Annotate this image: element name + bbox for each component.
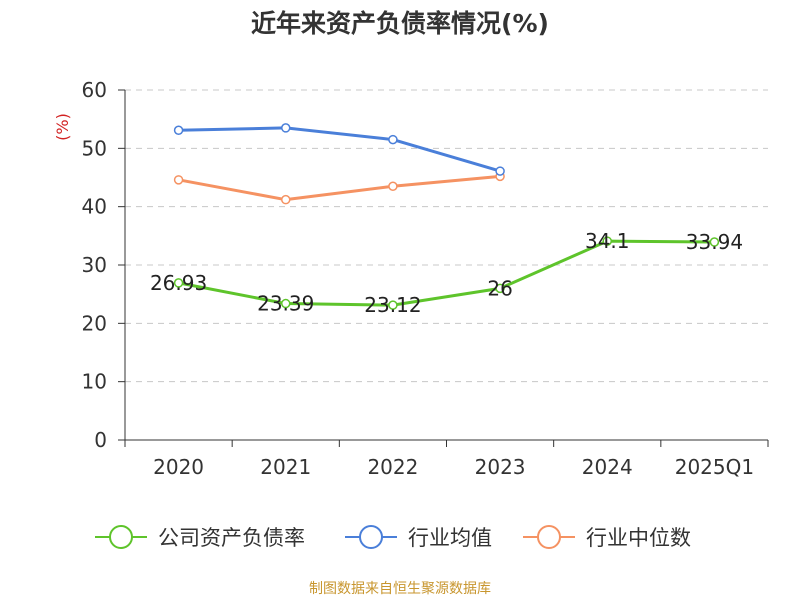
data-point	[173, 125, 184, 135]
x-tick-label: 2025Q1	[675, 455, 754, 479]
data-point	[602, 236, 612, 246]
legend: 公司资产负债率 行业均值 行业中位数	[95, 525, 691, 550]
legend-marker	[537, 525, 561, 549]
chart-title: 近年来资产负债率情况(%)	[251, 9, 549, 38]
y-tick-label: 10	[82, 370, 107, 394]
data-labels: 26.93 23.39 23.12 26 34.1 33.94	[150, 229, 743, 317]
y-axis-unit: (%)	[53, 113, 72, 141]
legend-marker	[109, 525, 133, 549]
data-point	[495, 166, 505, 176]
y-tick-label: 60	[82, 78, 107, 102]
data-point	[281, 298, 291, 309]
data-point	[281, 194, 291, 205]
data-label: 34.1	[585, 229, 630, 253]
data-point	[173, 175, 184, 185]
data-point	[173, 278, 184, 288]
axes: 0 10 20 30 40 50 60 2020 2021 2022 2023 2024 2025Q1 (…	[53, 78, 769, 479]
legend-item: 行业中位数	[523, 525, 691, 550]
series-0	[173, 236, 720, 310]
x-tick-label: 2023	[475, 455, 526, 479]
legend-item: 公司资产负债率	[95, 525, 305, 550]
y-tick-label: 0	[94, 428, 107, 452]
y-tick-label: 40	[82, 195, 107, 219]
series-line	[178, 174, 501, 202]
x-tick-label: 2020	[153, 455, 204, 479]
legend-label: 公司资产负债率	[158, 526, 305, 550]
data-point	[388, 134, 398, 145]
grid-lines	[125, 89, 768, 383]
series-line	[178, 239, 715, 307]
data-label: 23.39	[257, 292, 314, 316]
data-point	[388, 300, 398, 310]
y-tick-label: 50	[82, 136, 107, 160]
x-tick-label: 2022	[367, 455, 418, 479]
y-tick-label: 20	[82, 311, 107, 335]
series-2	[173, 171, 505, 205]
legend-label: 行业均值	[408, 526, 492, 550]
series-lines	[173, 123, 720, 310]
data-label: 23.12	[364, 293, 421, 317]
series-line	[178, 126, 501, 173]
source-note: 制图数据来自恒生聚源数据库	[309, 581, 491, 597]
data-label: 33.94	[686, 230, 743, 254]
y-tick-label: 30	[82, 253, 107, 277]
legend-marker	[359, 525, 383, 549]
x-tick-label: 2021	[260, 455, 311, 479]
data-point	[388, 181, 398, 191]
series-1	[173, 123, 505, 176]
data-point	[281, 123, 291, 133]
x-tick-label: 2024	[582, 455, 633, 479]
data-label: 26	[487, 276, 512, 300]
data-label: 26.93	[150, 271, 207, 295]
legend-item: 行业均值	[345, 525, 492, 550]
data-point	[709, 237, 720, 247]
data-point	[495, 283, 505, 294]
legend-label: 行业中位数	[586, 526, 691, 550]
